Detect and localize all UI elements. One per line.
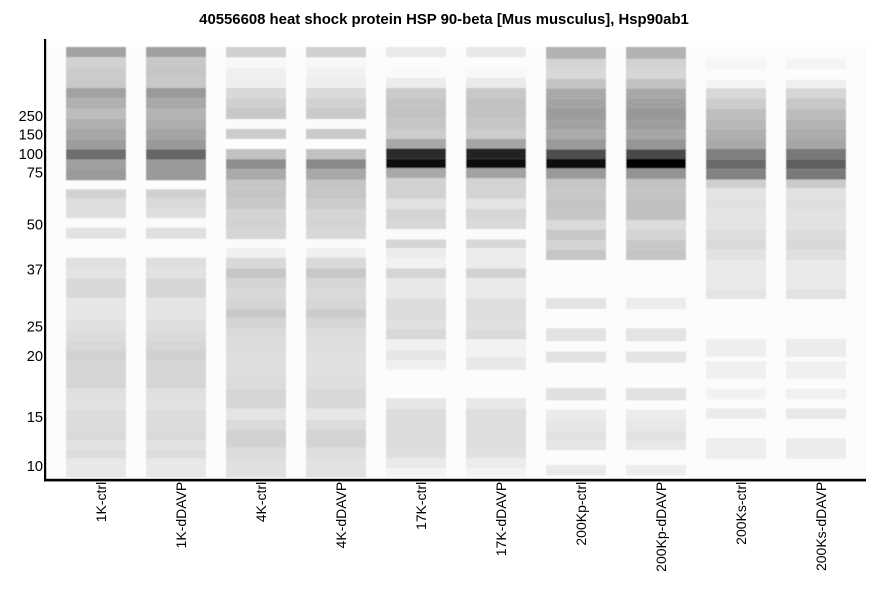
svg-text:37: 37 <box>27 263 43 279</box>
svg-text:40556608 heat shock protein HS: 40556608 heat shock protein HSP 90-beta … <box>199 12 689 28</box>
svg-text:200Kp-dDAVP: 200Kp-dDAVP <box>653 482 669 572</box>
svg-text:4K-dDAVP: 4K-dDAVP <box>333 482 349 549</box>
svg-text:75: 75 <box>27 165 43 181</box>
svg-text:100: 100 <box>19 147 43 163</box>
svg-text:200Ks-dDAVP: 200Ks-dDAVP <box>813 482 829 571</box>
svg-text:10: 10 <box>27 459 43 475</box>
svg-text:17K-ctrl: 17K-ctrl <box>413 482 429 530</box>
svg-text:150: 150 <box>19 128 43 144</box>
svg-text:250: 250 <box>19 109 43 125</box>
svg-text:200Kp-ctrl: 200Kp-ctrl <box>573 482 589 546</box>
svg-text:17K-dDAVP: 17K-dDAVP <box>493 482 509 556</box>
svg-text:15: 15 <box>27 410 43 426</box>
svg-text:20: 20 <box>27 349 43 365</box>
svg-text:1K-ctrl: 1K-ctrl <box>93 482 109 522</box>
svg-text:200Ks-ctrl: 200Ks-ctrl <box>733 482 749 545</box>
svg-text:4K-ctrl: 4K-ctrl <box>253 482 269 522</box>
svg-text:25: 25 <box>27 320 43 336</box>
svg-text:1K-dDAVP: 1K-dDAVP <box>173 482 189 549</box>
svg-text:50: 50 <box>27 217 43 233</box>
